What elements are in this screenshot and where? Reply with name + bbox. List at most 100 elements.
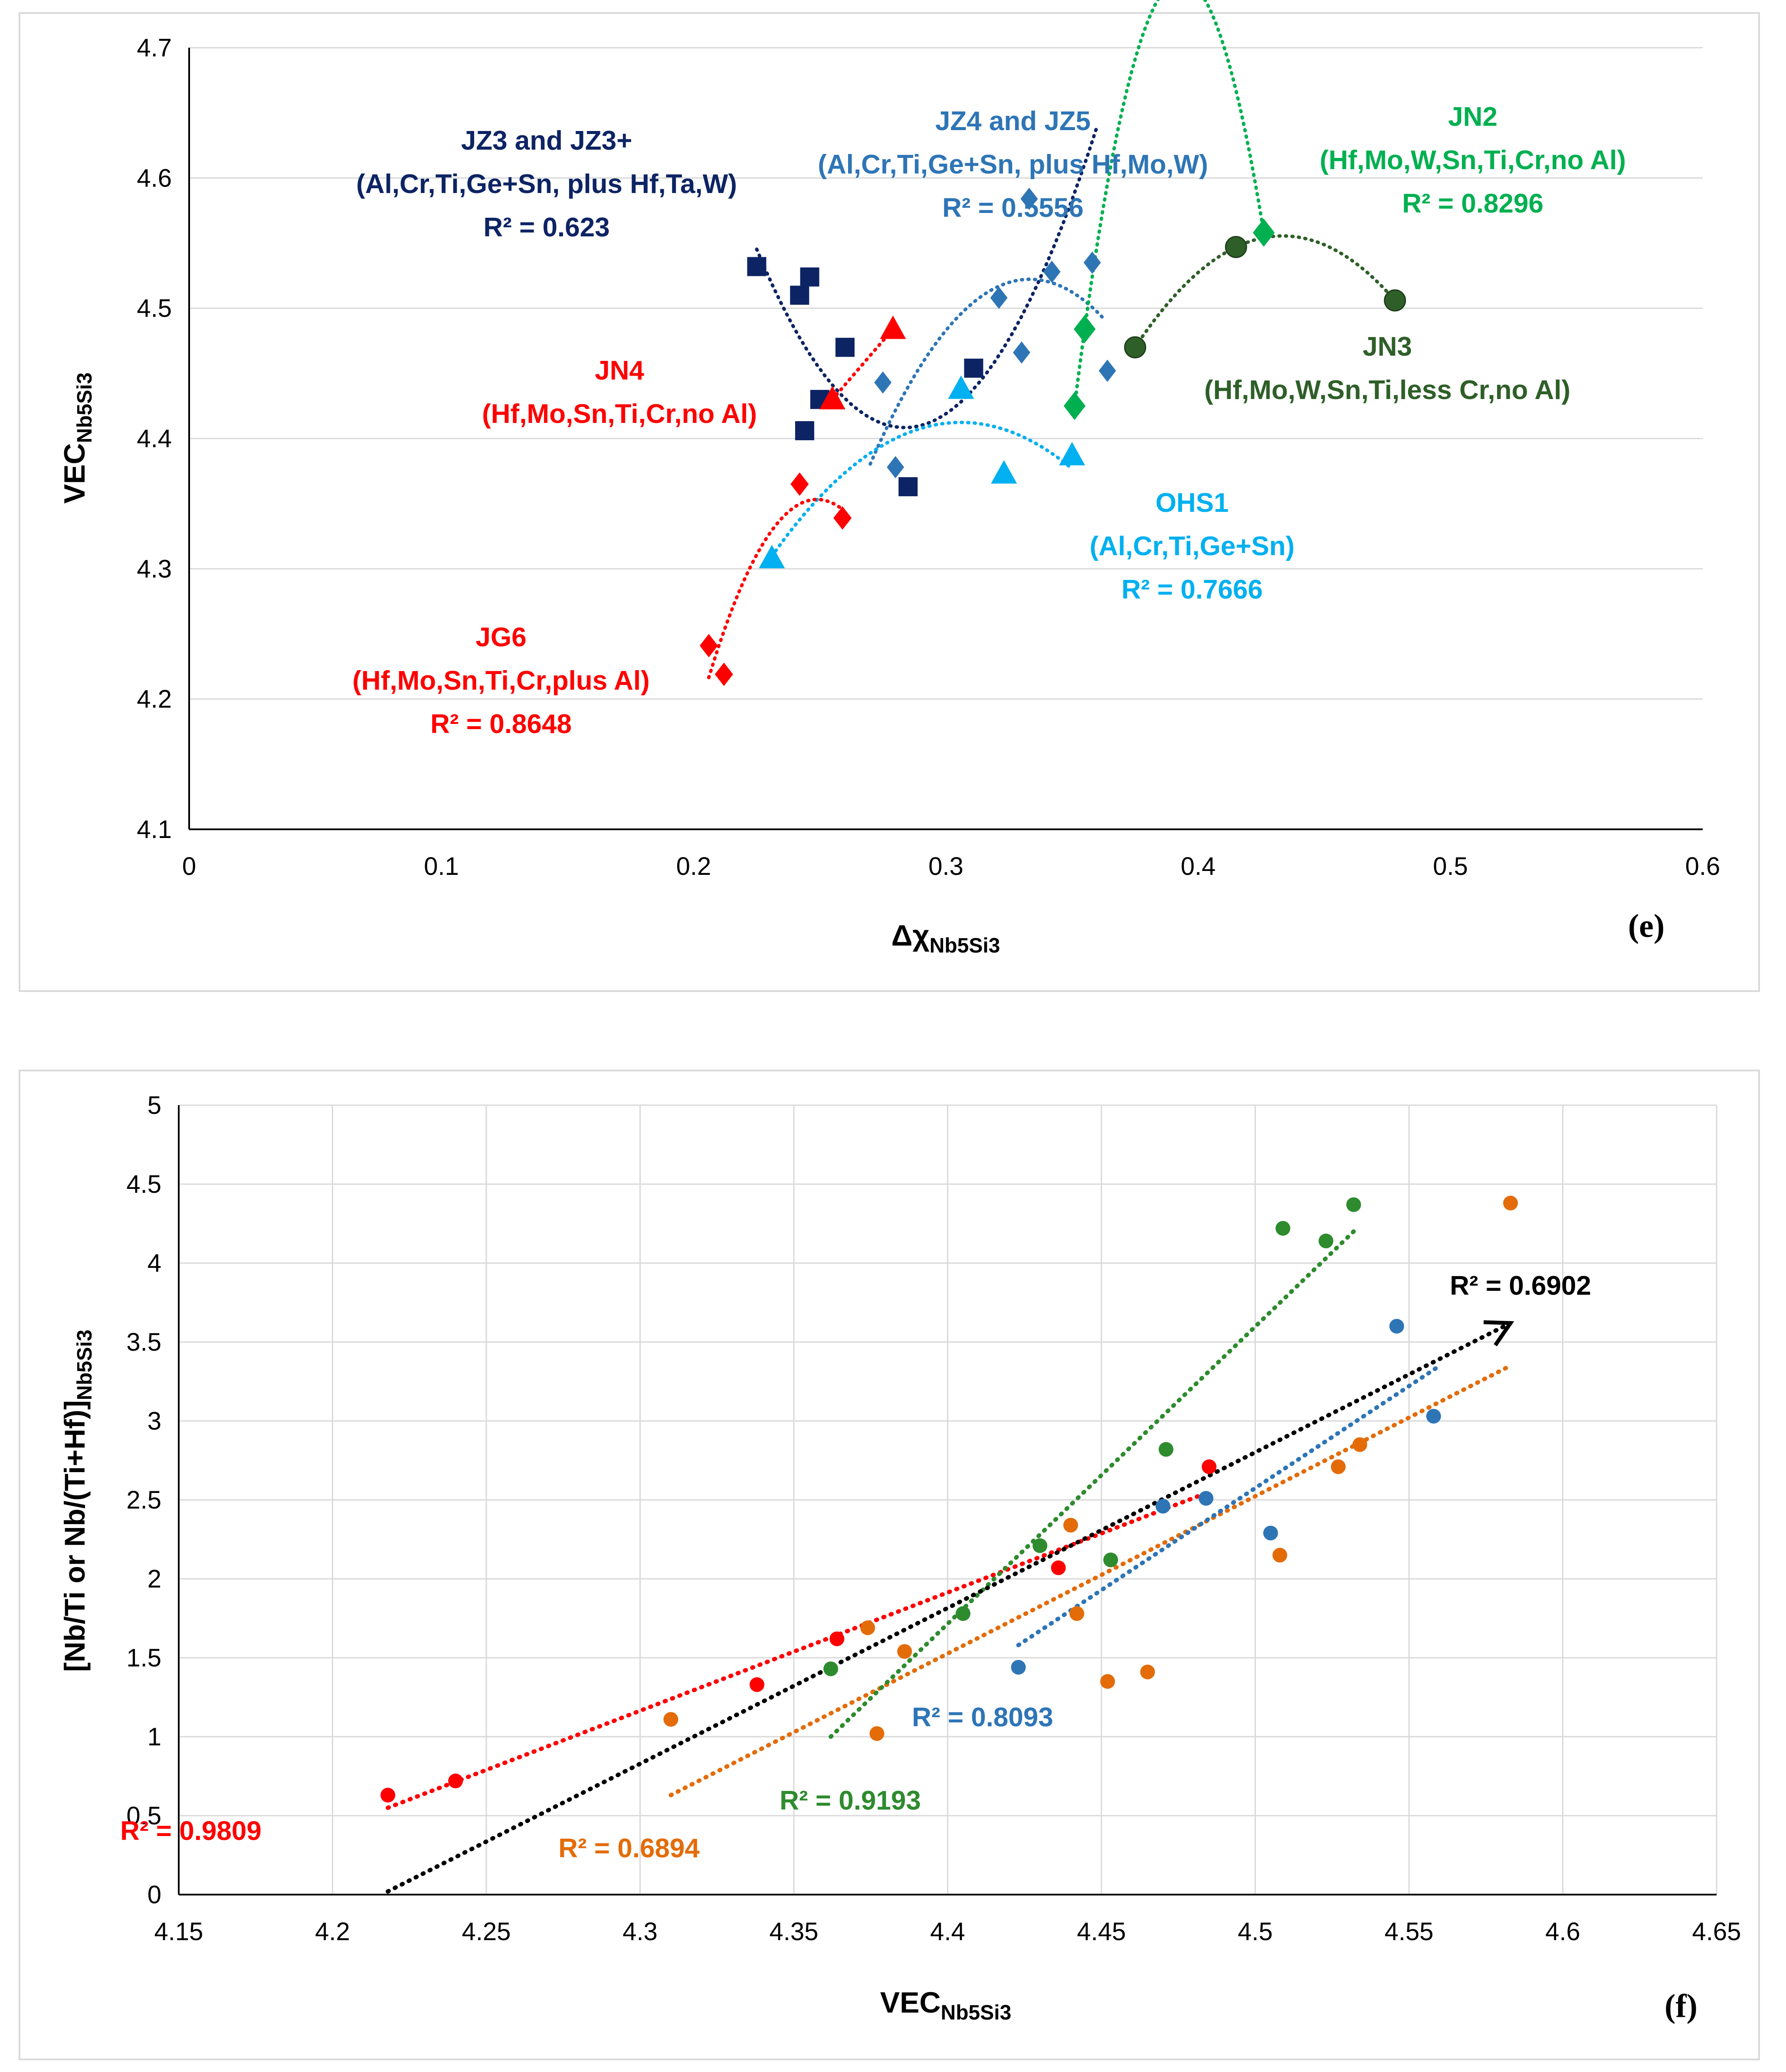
e-series-label-jg6: JG6 (Hf,Mo,Sn,Ti,Cr,plus Al) R² = 0.8648: [352, 622, 649, 739]
e-point-jz3-and-jz3-: [898, 477, 918, 497]
f-x-tick-label: 4.5: [1238, 1918, 1273, 1946]
e-point-jn3: [1225, 236, 1247, 259]
f-y-tick-label: 5: [147, 1091, 161, 1119]
e-point-jz3-and-jz3-: [964, 358, 983, 378]
panel-f: 00.511.522.533.544.554.15 4.2 4.25 4.3 4.35 4…: [19, 1070, 1760, 2060]
f-x-axis-label: VECNb5Si3: [880, 1986, 1012, 2024]
f-point-green: [1346, 1197, 1361, 1212]
e-x-tick-label: 0.4: [1181, 852, 1216, 881]
f-point-blue: [1389, 1319, 1404, 1334]
f-point-orange: [869, 1726, 885, 1741]
e-point-jn4: [880, 315, 906, 339]
e-point-jg6: [790, 472, 809, 496]
f-point-green: [1032, 1538, 1048, 1553]
e-point-jz3-and-jz3-: [795, 421, 814, 440]
f-x-tick-label: 4.6: [1545, 1918, 1580, 1946]
e-point-jn2: [1074, 315, 1096, 344]
f-point-orange: [1140, 1664, 1155, 1679]
f-y-tick-label: 2: [147, 1565, 161, 1593]
f-point-green: [955, 1606, 970, 1621]
e-point-jz4-and-jz5: [874, 371, 892, 394]
e-trendline-ohs1: [770, 420, 1074, 558]
e-series-label-jn4: JN4 (Hf,Mo,Sn,Ti,Cr,no Al): [482, 356, 757, 429]
e-point-jg6: [699, 634, 718, 658]
f-trendline-orange: [669, 1363, 1513, 1797]
e-trendline-jn2: [1073, 0, 1266, 408]
f-point-red: [749, 1677, 764, 1692]
e-point-jn4: [819, 386, 845, 409]
e-panel-label: (e): [1628, 908, 1665, 944]
e-trendline-jn4: [830, 327, 895, 401]
f-point-orange: [1063, 1518, 1078, 1533]
e-x-tick-label: 0.2: [676, 852, 711, 881]
f-point-orange: [1100, 1674, 1115, 1689]
f-panel-label: (f): [1665, 1988, 1698, 2024]
e-point-ohs1: [759, 545, 785, 569]
e-x-tick-label: 0.6: [1685, 852, 1720, 881]
panel-f-frame: [19, 1070, 1760, 2060]
e-series-label-jn3: JN3 (Hf,Mo,W,Sn,Ti,less Cr,no Al): [1204, 332, 1570, 405]
f-r2-label-blue: R² = 0.8093: [912, 1702, 1053, 1732]
f-y-tick-label: 0.5: [126, 1802, 161, 1830]
f-point-red: [1051, 1560, 1066, 1575]
e-point-jn2: [1252, 219, 1275, 247]
f-point-orange: [1352, 1437, 1367, 1452]
f-trendline-blue: [1016, 1363, 1442, 1647]
e-trendline-jg6: [707, 498, 845, 679]
e-point-jg6: [833, 506, 852, 530]
e-x-tick-label: 0.5: [1433, 852, 1468, 881]
f-point-blue: [1199, 1491, 1214, 1506]
e-point-jn3: [1384, 289, 1406, 312]
f-point-orange: [1330, 1459, 1346, 1474]
f-point-blue: [1011, 1660, 1026, 1675]
f-point-blue: [1263, 1525, 1278, 1541]
e-y-tick-label: 4.7: [137, 34, 172, 62]
e-point-jz4-and-jz5: [1020, 187, 1038, 210]
e-point-jz4-and-jz5: [1013, 341, 1030, 364]
f-point-red: [829, 1631, 845, 1646]
e-y-tick-label: 4.4: [137, 425, 172, 453]
e-point-jz3-and-jz3-: [747, 257, 767, 276]
f-y-tick-label: 4: [147, 1249, 161, 1277]
e-x-tick-label: 0.3: [928, 852, 963, 881]
e-series-label-jn2: JN2 (Hf,Mo,W,Sn,Ti,Cr,no Al) R² = 0.8296: [1320, 102, 1626, 219]
f-x-tick-label: 4.65: [1692, 1918, 1741, 1946]
f-trendline-overall: [386, 1321, 1513, 1894]
e-point-jz3-and-jz3-: [800, 267, 819, 287]
e-point-jz4-and-jz5: [887, 456, 904, 478]
e-y-tick-label: 4.3: [137, 555, 172, 583]
f-r2-label-orange: R² = 0.6894: [558, 1833, 700, 1863]
f-r2-label-red: R² = 0.9809: [120, 1816, 262, 1846]
f-r2-label-overall: R² = 0.6902: [1450, 1271, 1591, 1301]
f-point-blue: [1155, 1499, 1170, 1514]
f-x-tick-label: 4.4: [930, 1918, 965, 1946]
f-x-tick-label: 4.25: [462, 1918, 511, 1946]
f-point-orange: [1069, 1606, 1085, 1621]
e-point-ohs1: [991, 460, 1017, 484]
f-x-tick-label: 4.15: [154, 1918, 203, 1946]
f-y-tick-label: 1.5: [126, 1644, 161, 1672]
e-point-jz4-and-jz5: [1043, 260, 1061, 283]
f-x-tick-label: 4.2: [315, 1918, 350, 1946]
e-point-ohs1: [948, 375, 974, 399]
f-x-tick-label: 4.3: [623, 1918, 658, 1946]
e-point-jz4-and-jz5: [990, 286, 1008, 309]
f-x-tick-label: 4.55: [1385, 1918, 1434, 1946]
e-point-jz4-and-jz5: [1098, 360, 1116, 382]
f-point-red: [1202, 1459, 1217, 1474]
f-y-tick-label: 1: [147, 1723, 161, 1751]
e-x-tick-label: 0: [182, 852, 196, 881]
e-y-tick-label: 4.2: [137, 685, 172, 714]
e-point-jn3: [1124, 336, 1147, 359]
e-point-jz3-and-jz3-: [790, 285, 809, 305]
f-y-tick-label: 2.5: [126, 1486, 161, 1514]
f-y-tick-label: 3: [147, 1407, 161, 1435]
f-point-green: [823, 1661, 839, 1676]
e-point-jz3-and-jz3-: [835, 337, 855, 357]
f-point-green: [1103, 1552, 1118, 1568]
f-x-tick-label: 4.45: [1077, 1918, 1126, 1946]
f-point-green: [1318, 1234, 1334, 1249]
e-x-axis-label: ΔχNb5Si3: [891, 919, 1000, 957]
e-x-tick-label: 0.1: [424, 852, 459, 881]
